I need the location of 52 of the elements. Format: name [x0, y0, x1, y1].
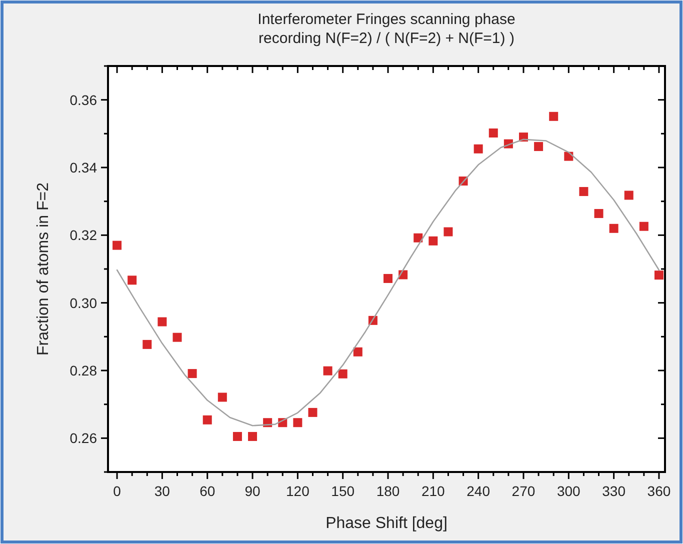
y-tick-label: 0.34	[70, 160, 98, 176]
point	[338, 369, 348, 378]
point	[308, 408, 318, 417]
point	[549, 112, 558, 121]
y-tick-label: 0.26	[70, 430, 98, 446]
y-tick-label: 0.28	[70, 362, 98, 378]
x-tick-label: 360	[647, 483, 671, 499]
point	[158, 317, 167, 326]
point	[188, 369, 197, 378]
point	[609, 224, 618, 233]
x-tick-label: 150	[331, 483, 355, 499]
point	[323, 366, 332, 376]
point	[579, 187, 588, 196]
x-tick-label: 30	[154, 483, 170, 499]
point	[232, 432, 242, 441]
point	[218, 392, 227, 402]
chart-title: Interferometer Fringes scanning phase	[258, 11, 516, 28]
x-tick-label: 330	[602, 483, 626, 499]
point	[428, 236, 438, 246]
x-tick-label: 120	[286, 483, 310, 499]
point	[353, 347, 362, 356]
y-axis-title: Fraction of atoms in F=2	[35, 182, 52, 356]
point	[488, 128, 498, 138]
point	[534, 142, 544, 152]
point	[248, 432, 258, 441]
x-tick-label: 210	[421, 483, 446, 499]
point	[112, 240, 122, 250]
point	[444, 227, 453, 236]
point	[293, 418, 302, 428]
point	[624, 190, 634, 200]
x-tick-label: 240	[466, 483, 490, 499]
x-tick-label: 300	[556, 483, 581, 499]
point	[474, 144, 483, 154]
y-tick-label: 0.36	[70, 92, 98, 108]
point	[654, 270, 664, 280]
point	[639, 222, 648, 231]
point	[414, 233, 423, 242]
point	[172, 332, 182, 342]
point	[128, 276, 137, 285]
y-tick-label: 0.30	[70, 294, 98, 311]
y-tick-label: 0.32	[70, 227, 98, 244]
chart-subtitle: recording N(F=2) / ( N(F=2) + N(F=1) )	[258, 30, 514, 47]
x-tick-label: 180	[376, 483, 400, 499]
x-tick-label: 0	[113, 483, 122, 499]
point	[142, 340, 152, 349]
x-tick-label: 270	[512, 483, 536, 499]
x-axis-title: Phase Shift [deg]	[326, 515, 448, 532]
point	[202, 415, 212, 424]
x-tick-label: 60	[200, 483, 216, 499]
point	[594, 209, 604, 218]
point	[384, 274, 393, 283]
x-tick-label: 90	[244, 483, 261, 499]
